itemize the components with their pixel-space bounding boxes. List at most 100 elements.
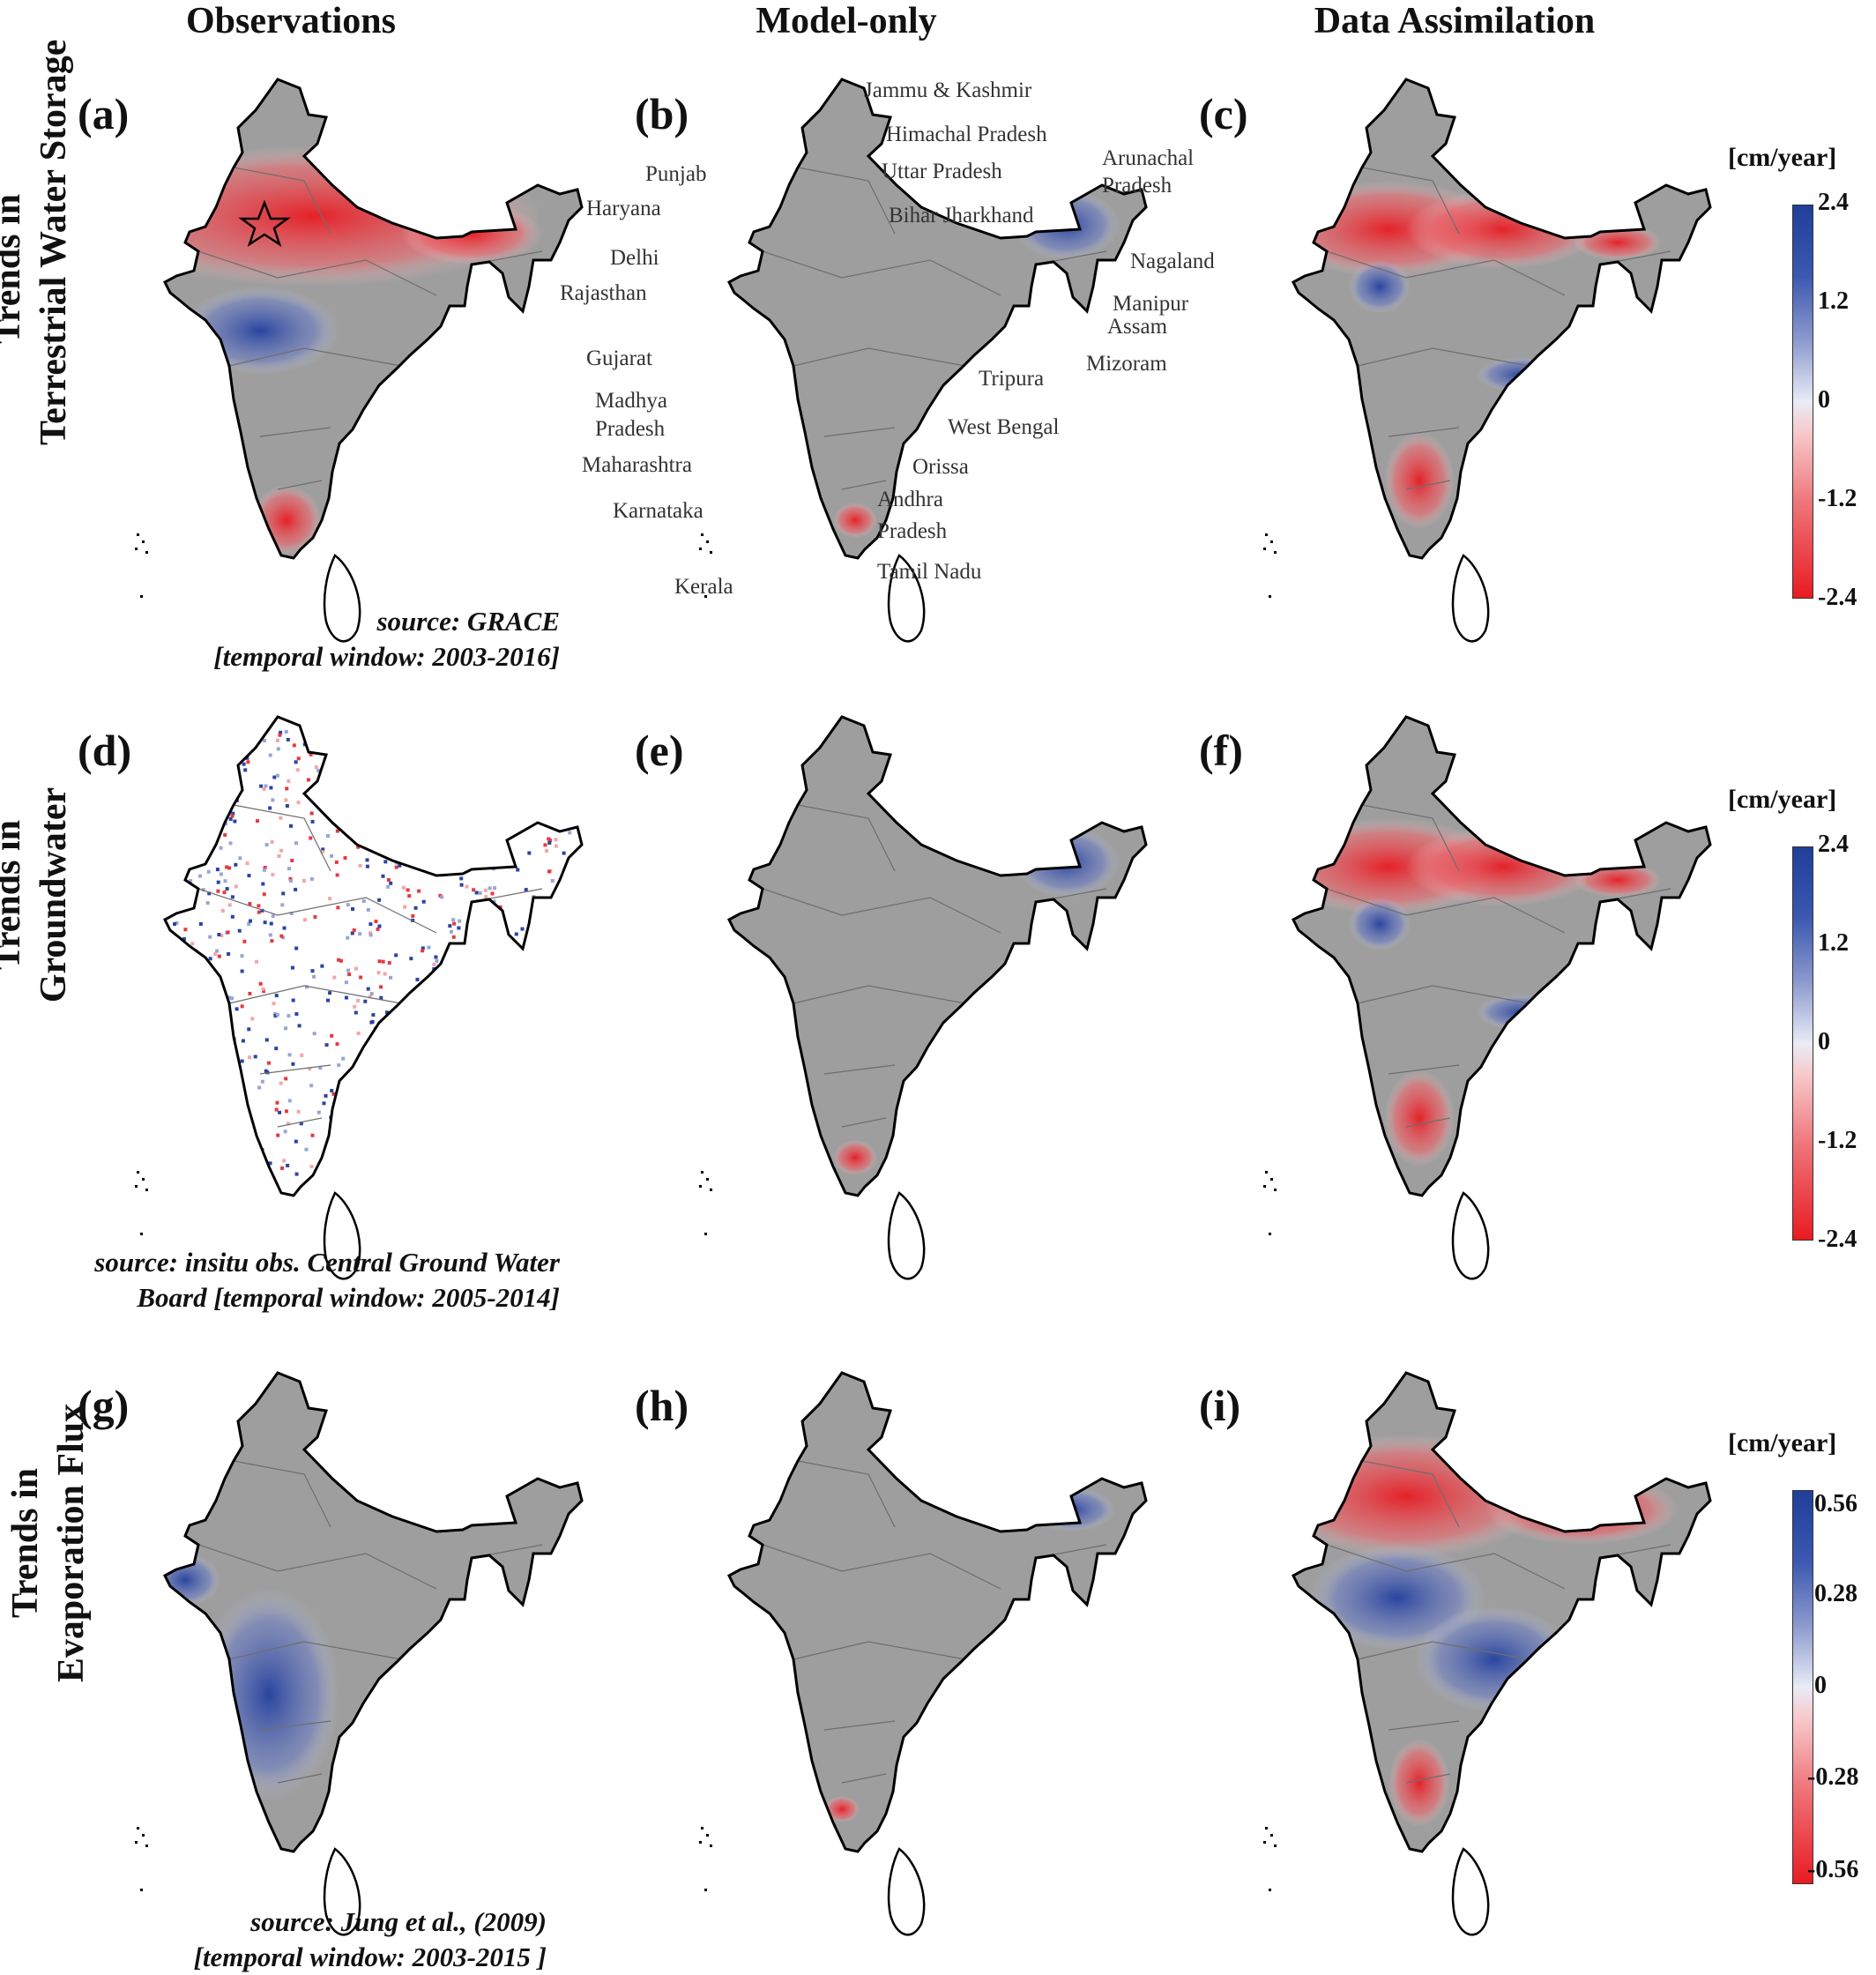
state-boundaries [197,804,543,1128]
well-observation-dot [378,1057,383,1062]
well-observation-dot [428,995,433,999]
well-observation-dot [452,1084,457,1088]
well-observation-dot [366,987,370,991]
well-observation-dot [284,1026,288,1031]
well-observation-dot [563,1054,568,1058]
well-observation-dot [249,919,253,923]
sri-lanka-outline [1451,1191,1490,1280]
well-observation-dot [304,1147,309,1151]
well-observation-dot [238,744,242,749]
well-observation-dot [427,945,431,950]
well-observation-dot [381,874,385,878]
well-observation-dot [285,804,289,809]
well-observation-dot [568,831,572,835]
well-observation-dot [242,731,247,735]
well-observation-dot [374,765,378,770]
state-boundaries [197,1460,543,1784]
well-observation-dot [184,1067,189,1071]
well-observation-dot [429,832,434,837]
well-observation-dot [485,978,489,982]
well-observation-dot [361,1062,365,1067]
well-observation-dot [442,810,446,815]
well-observation-dot [296,756,301,761]
well-observation-dot [286,737,290,742]
well-observation-dot [481,837,486,841]
well-observation-dot [354,1127,359,1131]
well-observation-dot [557,932,562,936]
well-observation-dot [432,764,436,769]
well-observation-dot [387,961,391,965]
well-observation-dot [562,851,566,855]
source-line: source: Jung et al., (2009) [250,1906,547,1937]
well-observation-dot [275,1100,279,1105]
well-observation-dot [413,1013,418,1017]
well-observation-dot [538,810,542,815]
well-observation-dot [216,880,220,884]
well-observation-dot [542,1067,547,1071]
well-observation-dot [481,935,486,940]
well-observation-dot [363,778,368,782]
well-observation-dot [466,972,471,976]
well-observation-dot [495,1017,499,1021]
well-observation-dot [247,874,251,878]
well-observation-dot [496,913,501,917]
map-panel-c [1263,78,1712,643]
map-panel-a [135,78,584,643]
well-observation-dot [532,973,537,978]
well-observation-dot [256,819,260,824]
well-observation-dot [182,886,187,891]
colorbar-tick: 1.2 [1818,287,1849,315]
well-observation-dot [447,831,451,836]
well-observation-dot [279,1081,283,1085]
star-marker [238,199,291,247]
well-observation-dot [280,903,285,907]
well-observation-dot [234,737,239,742]
well-observation-dot [490,812,495,816]
well-observation-dot [243,768,248,772]
well-observation-dot [209,1000,213,1004]
well-observation-dot [190,1036,195,1040]
well-observation-dot [547,840,552,845]
well-observation-dot [268,806,272,810]
well-observation-dot [446,791,450,795]
well-observation-dot [361,899,366,904]
well-observation-dot [240,1059,244,1063]
well-observation-dot [225,735,229,740]
well-observation-dot [313,914,317,919]
well-observation-dot [225,887,229,891]
trend-anomaly [1293,1435,1547,1558]
well-observation-dot [383,1077,387,1081]
well-observation-dot [226,930,230,935]
well-observation-dot [220,1084,224,1089]
well-observation-dot [228,841,233,846]
colorbar-unit: [cm/year] [1728,1428,1837,1457]
well-observation-dot [487,1097,491,1101]
well-observation-dot [366,771,370,776]
well-observation-dot [454,1081,458,1085]
well-observation-dot [493,941,497,945]
well-observation-dot [405,761,409,765]
well-observation-dot [550,1107,555,1111]
well-observation-dot [550,1142,555,1146]
well-observation-dot [547,1144,551,1148]
well-observation-dot [386,877,391,882]
well-observation-dot [504,1114,509,1119]
well-observation-dot [335,1042,339,1047]
well-observation-dot [354,1010,358,1015]
well-observation-dot [499,1049,503,1054]
state-label: Rajasthan [560,281,647,305]
well-observation-dot [401,885,406,890]
state-label: Bihar Jharkhand [889,204,1034,227]
well-observation-dot [541,1034,546,1039]
well-observation-dot [276,747,280,751]
well-observation-dot [354,966,359,971]
well-observation-dot [328,897,332,901]
sri-lanka-outline [323,1191,361,1280]
well-observation-dot [225,865,229,869]
india-landmass [1293,717,1710,1196]
well-observation-dot [175,1125,179,1129]
well-observation-dot [363,999,368,1003]
well-observation-dot [205,804,210,809]
source-caption-tws: source: GRACE [temporal window: 2003-201… [88,604,560,674]
colorbar-tick: -1.2 [1818,1127,1857,1154]
